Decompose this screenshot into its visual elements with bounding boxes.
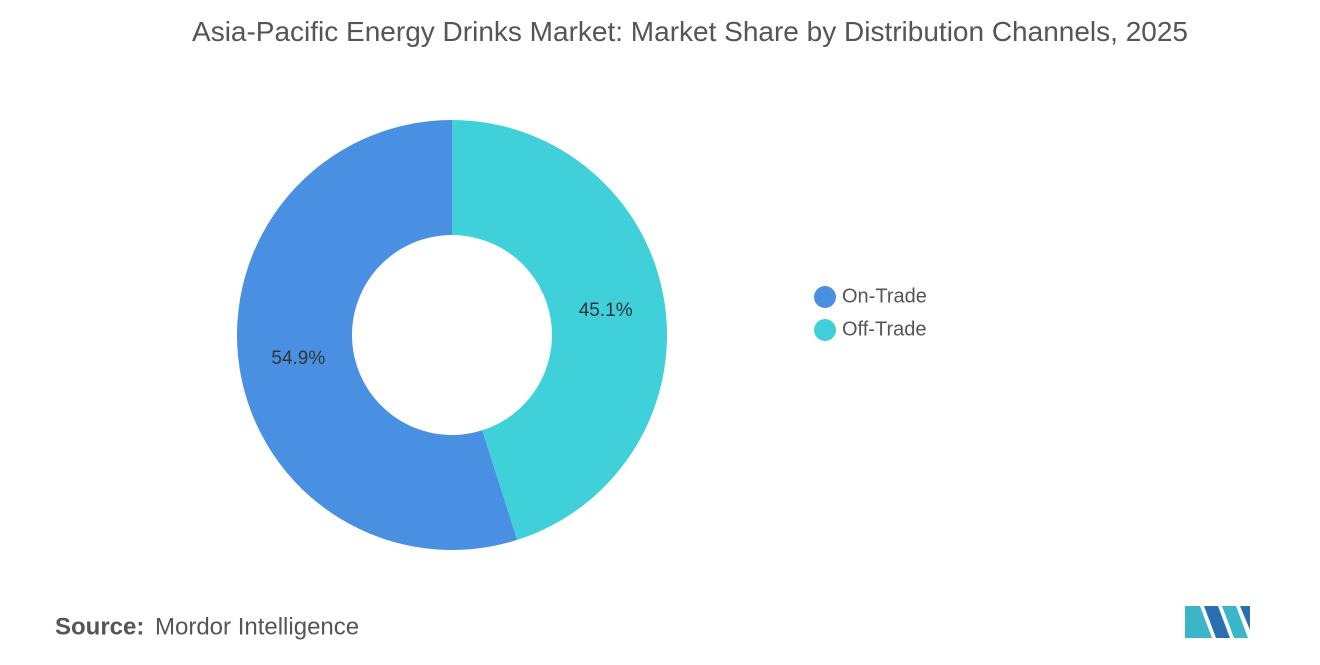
legend-marker (814, 319, 836, 341)
donut-slice (236, 120, 518, 550)
logo (1185, 606, 1250, 638)
donut-slice (452, 120, 667, 540)
chart-title: Asia-Pacific Energy Drinks Market: Marke… (192, 16, 1188, 47)
source-label: Source: (55, 613, 144, 640)
legend-label: Off-Trade (842, 318, 926, 340)
legend-label: On-Trade (842, 285, 927, 307)
legend-marker (814, 286, 836, 308)
value-label: 54.9% (271, 348, 325, 369)
source: Mordor Intelligence (155, 613, 359, 640)
value-label: 45.1% (579, 300, 633, 321)
